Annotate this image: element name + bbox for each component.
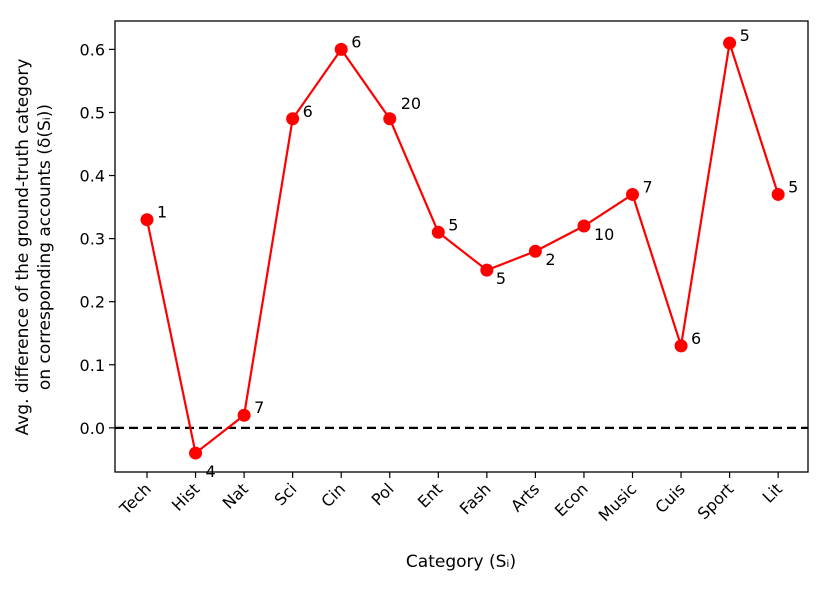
y-tick-label: 0.1 <box>80 356 105 375</box>
data-label: 2 <box>545 250 555 269</box>
data-label: 7 <box>643 177 653 196</box>
y-tick-label: 0.0 <box>80 419 105 438</box>
x-axis: Tech Hist Nat Sci Cin Pol Ent Fash Arts Econ Music… <box>115 472 786 525</box>
y-tick-label: 0.5 <box>80 103 105 122</box>
data-point <box>723 36 737 50</box>
x-tick-label: Econ <box>551 479 592 520</box>
plot-area <box>114 20 809 473</box>
data-label: 4 <box>206 462 216 481</box>
data-label: 10 <box>594 225 614 244</box>
x-tick-label: Tech <box>115 479 154 518</box>
data-label: 5 <box>788 177 798 196</box>
data-label: 5 <box>496 269 506 288</box>
y-axis-title-line-2: on corresponding accounts (δ(Sᵢ)) <box>35 104 55 390</box>
data-point <box>383 112 397 126</box>
data-point <box>528 244 542 258</box>
data-point <box>140 213 154 227</box>
data-point <box>577 219 591 233</box>
x-tick-label: Sport <box>694 479 738 523</box>
x-tick-label: Hist <box>168 479 203 514</box>
y-tick-label: 0.4 <box>80 167 105 186</box>
data-point <box>431 225 445 239</box>
data-label: 5 <box>740 26 750 45</box>
y-axis-title: Avg. difference of the ground-truth cate… <box>13 59 55 436</box>
data-point <box>626 187 639 201</box>
y-tick-label: 0.6 <box>80 40 105 59</box>
x-tick-label: Sci <box>270 479 300 509</box>
data-point <box>286 112 300 126</box>
data-label: 20 <box>401 94 421 113</box>
data-point <box>674 339 688 353</box>
data-label: 1 <box>157 203 167 222</box>
x-tick-label: Cin <box>317 479 349 511</box>
y-tick-label: 0.2 <box>80 293 105 312</box>
series-line <box>145 42 780 456</box>
y-axis: 0.0 0.1 0.2 0.3 0.4 0.5 0.6 <box>80 40 115 438</box>
y-tick-label: 0.3 <box>80 230 105 249</box>
data-point <box>334 42 348 56</box>
x-tick-label: Lit <box>759 479 786 506</box>
data-point <box>771 187 785 201</box>
x-tick-label: Nat <box>219 479 252 512</box>
data-labels: 1 4 7 6 6 20 5 5 2 10 7 6 5 5 <box>157 26 798 481</box>
y-axis-title-line-1: Avg. difference of the ground-truth cate… <box>13 59 33 436</box>
data-label: 6 <box>303 102 313 121</box>
x-tick-label: Music <box>595 479 641 525</box>
data-point <box>480 263 494 277</box>
x-tick-label: Arts <box>507 479 543 515</box>
data-label: 7 <box>254 398 264 417</box>
x-tick-label: Pol <box>368 479 398 509</box>
data-point <box>237 408 251 422</box>
data-points <box>140 36 785 460</box>
x-tick-label: Ent <box>414 479 446 511</box>
data-label: 6 <box>691 329 701 348</box>
x-axis-title: Category (Sᵢ) <box>406 552 516 572</box>
x-tick-label: Fash <box>456 479 495 518</box>
data-label: 6 <box>351 32 361 51</box>
data-point <box>189 446 203 460</box>
data-label: 5 <box>448 215 458 234</box>
x-tick-label: Cuis <box>651 479 689 517</box>
